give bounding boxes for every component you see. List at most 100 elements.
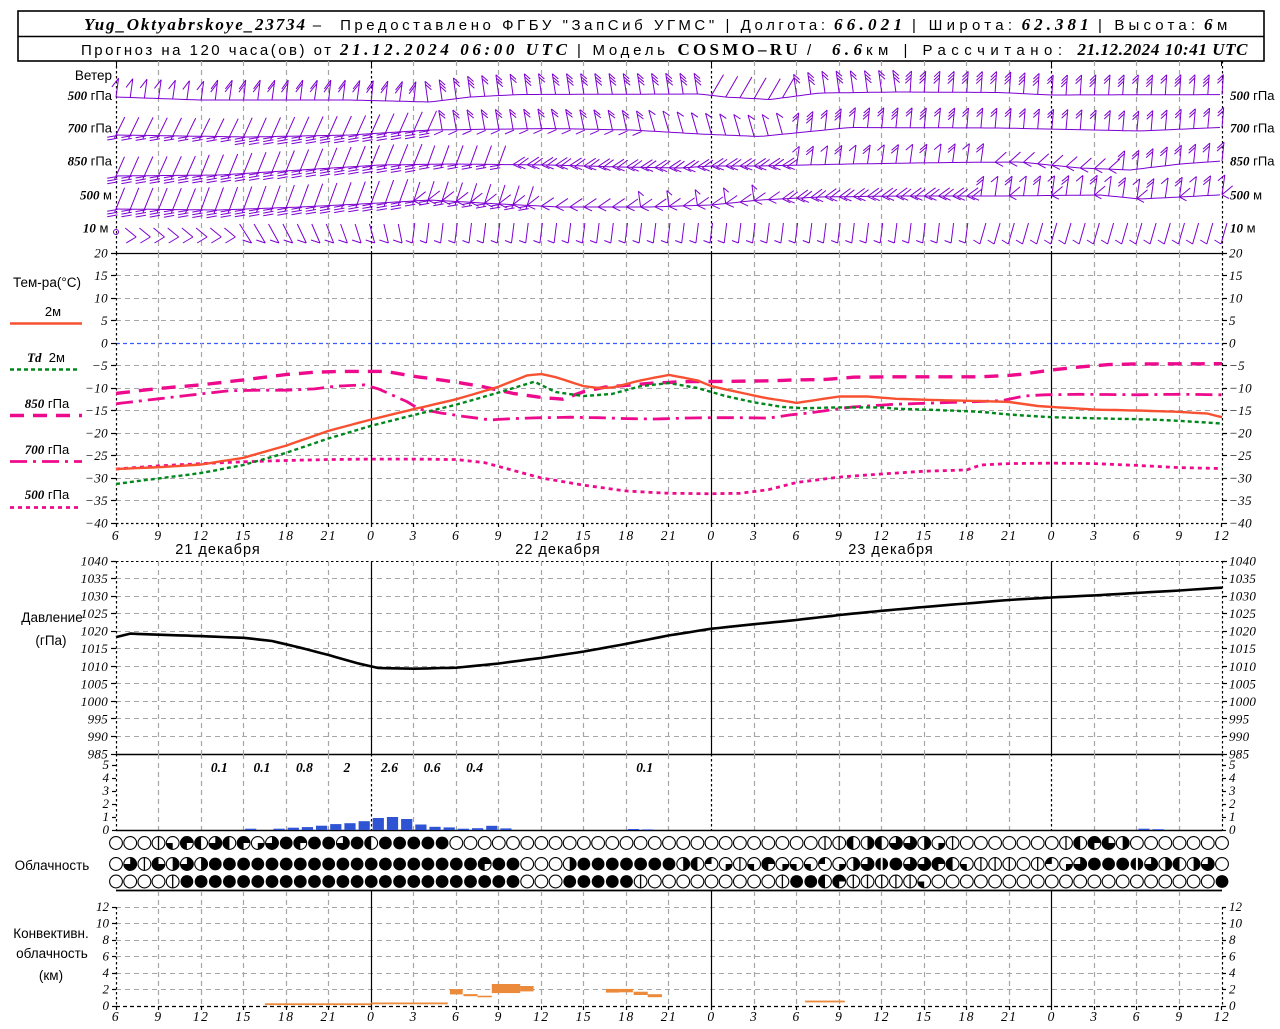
svg-text:1035: 1035	[81, 571, 108, 586]
svg-text:−40: −40	[1229, 516, 1252, 531]
svg-text:15: 15	[1229, 268, 1243, 283]
svg-text:21: 21	[320, 1009, 337, 1024]
svg-text:0: 0	[1229, 998, 1236, 1013]
svg-text:21: 21	[1001, 1009, 1018, 1024]
svg-text:Облачность: Облачность	[15, 858, 90, 873]
svg-text:1025: 1025	[81, 606, 108, 621]
svg-text:12: 12	[873, 528, 890, 543]
svg-text:−10: −10	[1229, 381, 1252, 396]
svg-text:21: 21	[661, 528, 678, 543]
svg-text:22 декабря: 22 декабря	[515, 542, 600, 558]
svg-text:15: 15	[94, 268, 108, 283]
svg-text:3: 3	[749, 528, 758, 543]
svg-text:2: 2	[343, 760, 351, 775]
svg-text:850 гПа: 850 гПа	[1230, 154, 1275, 169]
svg-text:12: 12	[533, 1009, 550, 1024]
svg-text:2: 2	[103, 796, 110, 811]
svg-text:−35: −35	[1229, 493, 1252, 508]
svg-text:500 гПа: 500 гПа	[1230, 88, 1275, 103]
svg-text:0: 0	[707, 1009, 715, 1024]
svg-text:10: 10	[94, 291, 108, 306]
svg-text:0: 0	[707, 528, 715, 543]
svg-text:6: 6	[103, 949, 110, 964]
svg-text:995: 995	[88, 711, 109, 726]
svg-text:12: 12	[1229, 899, 1243, 914]
svg-text:0: 0	[1229, 336, 1236, 351]
svg-text:12: 12	[533, 528, 550, 543]
svg-text:15: 15	[916, 528, 933, 543]
svg-text:6: 6	[1133, 1009, 1141, 1024]
svg-text:2: 2	[1229, 982, 1236, 997]
svg-text:5: 5	[1229, 757, 1236, 772]
svg-text:Конвективн.: Конвективн.	[13, 926, 89, 941]
svg-text:20: 20	[94, 246, 108, 261]
svg-text:−25: −25	[85, 448, 108, 463]
svg-text:985: 985	[1229, 747, 1250, 762]
svg-text:1020: 1020	[1229, 624, 1256, 639]
svg-text:700 гПа: 700 гПа	[25, 442, 70, 457]
svg-text:3: 3	[749, 1009, 758, 1024]
svg-text:18: 18	[618, 528, 635, 543]
svg-text:12: 12	[873, 1009, 890, 1024]
svg-text:9: 9	[1175, 528, 1183, 543]
svg-text:12: 12	[193, 1009, 210, 1024]
svg-text:Td 2м: Td 2м	[27, 350, 65, 365]
svg-text:0.1: 0.1	[636, 760, 653, 775]
svg-text:2: 2	[103, 982, 110, 997]
svg-text:1015: 1015	[1229, 641, 1256, 656]
svg-text:985: 985	[88, 747, 109, 762]
svg-text:18: 18	[618, 1009, 635, 1024]
svg-text:0.4: 0.4	[466, 760, 483, 775]
svg-text:18: 18	[278, 528, 295, 543]
svg-text:9: 9	[835, 528, 843, 543]
svg-text:9: 9	[495, 528, 503, 543]
svg-text:Ветер: Ветер	[75, 68, 112, 83]
svg-text:500 гПа: 500 гПа	[25, 487, 70, 502]
svg-text:8: 8	[103, 932, 110, 947]
svg-text:1025: 1025	[1229, 606, 1256, 621]
svg-text:15: 15	[235, 1009, 252, 1024]
svg-text:9: 9	[1175, 1009, 1183, 1024]
svg-text:0: 0	[103, 998, 110, 1013]
svg-text:0: 0	[367, 1009, 375, 1024]
svg-text:10 м: 10 м	[83, 221, 112, 236]
svg-text:6: 6	[112, 1009, 120, 1024]
svg-text:500 м: 500 м	[1230, 188, 1262, 203]
svg-text:700 гПа: 700 гПа	[1230, 121, 1275, 136]
svg-text:1005: 1005	[81, 676, 108, 691]
svg-text:21: 21	[661, 1009, 678, 1024]
svg-text:−20: −20	[85, 426, 108, 441]
svg-text:0: 0	[1048, 528, 1056, 543]
svg-text:облачность: облачность	[16, 946, 88, 961]
svg-text:6: 6	[112, 528, 120, 543]
svg-text:18: 18	[959, 528, 976, 543]
svg-text:21: 21	[320, 528, 337, 543]
svg-text:20: 20	[1229, 246, 1243, 261]
svg-text:0.1: 0.1	[253, 760, 270, 775]
svg-text:500 м: 500 м	[80, 188, 112, 203]
svg-text:21 декабря: 21 декабря	[175, 542, 260, 558]
svg-text:12: 12	[1214, 528, 1231, 543]
svg-text:1000: 1000	[1229, 694, 1256, 709]
svg-text:−40: −40	[85, 516, 108, 531]
svg-text:12: 12	[193, 528, 210, 543]
svg-text:2.6: 2.6	[380, 760, 398, 775]
svg-text:4: 4	[103, 770, 110, 785]
svg-text:0.6: 0.6	[424, 760, 441, 775]
svg-text:990: 990	[88, 729, 109, 744]
svg-text:18: 18	[959, 1009, 976, 1024]
svg-text:8: 8	[1229, 932, 1236, 947]
svg-text:1000: 1000	[81, 694, 108, 709]
svg-text:Тем-ра(°C): Тем-ра(°C)	[13, 275, 81, 290]
svg-text:−5: −5	[92, 358, 108, 373]
svg-text:1040: 1040	[81, 554, 108, 569]
svg-text:3: 3	[1089, 528, 1098, 543]
svg-text:12: 12	[96, 899, 110, 914]
svg-text:10 м: 10 м	[1230, 221, 1259, 236]
svg-text:500 гПа: 500 гПа	[68, 88, 113, 103]
svg-text:3: 3	[1228, 783, 1236, 798]
svg-text:15: 15	[576, 1009, 593, 1024]
svg-text:2м: 2м	[45, 304, 61, 319]
svg-text:(км): (км)	[39, 968, 63, 983]
svg-text:0.8: 0.8	[296, 760, 313, 775]
